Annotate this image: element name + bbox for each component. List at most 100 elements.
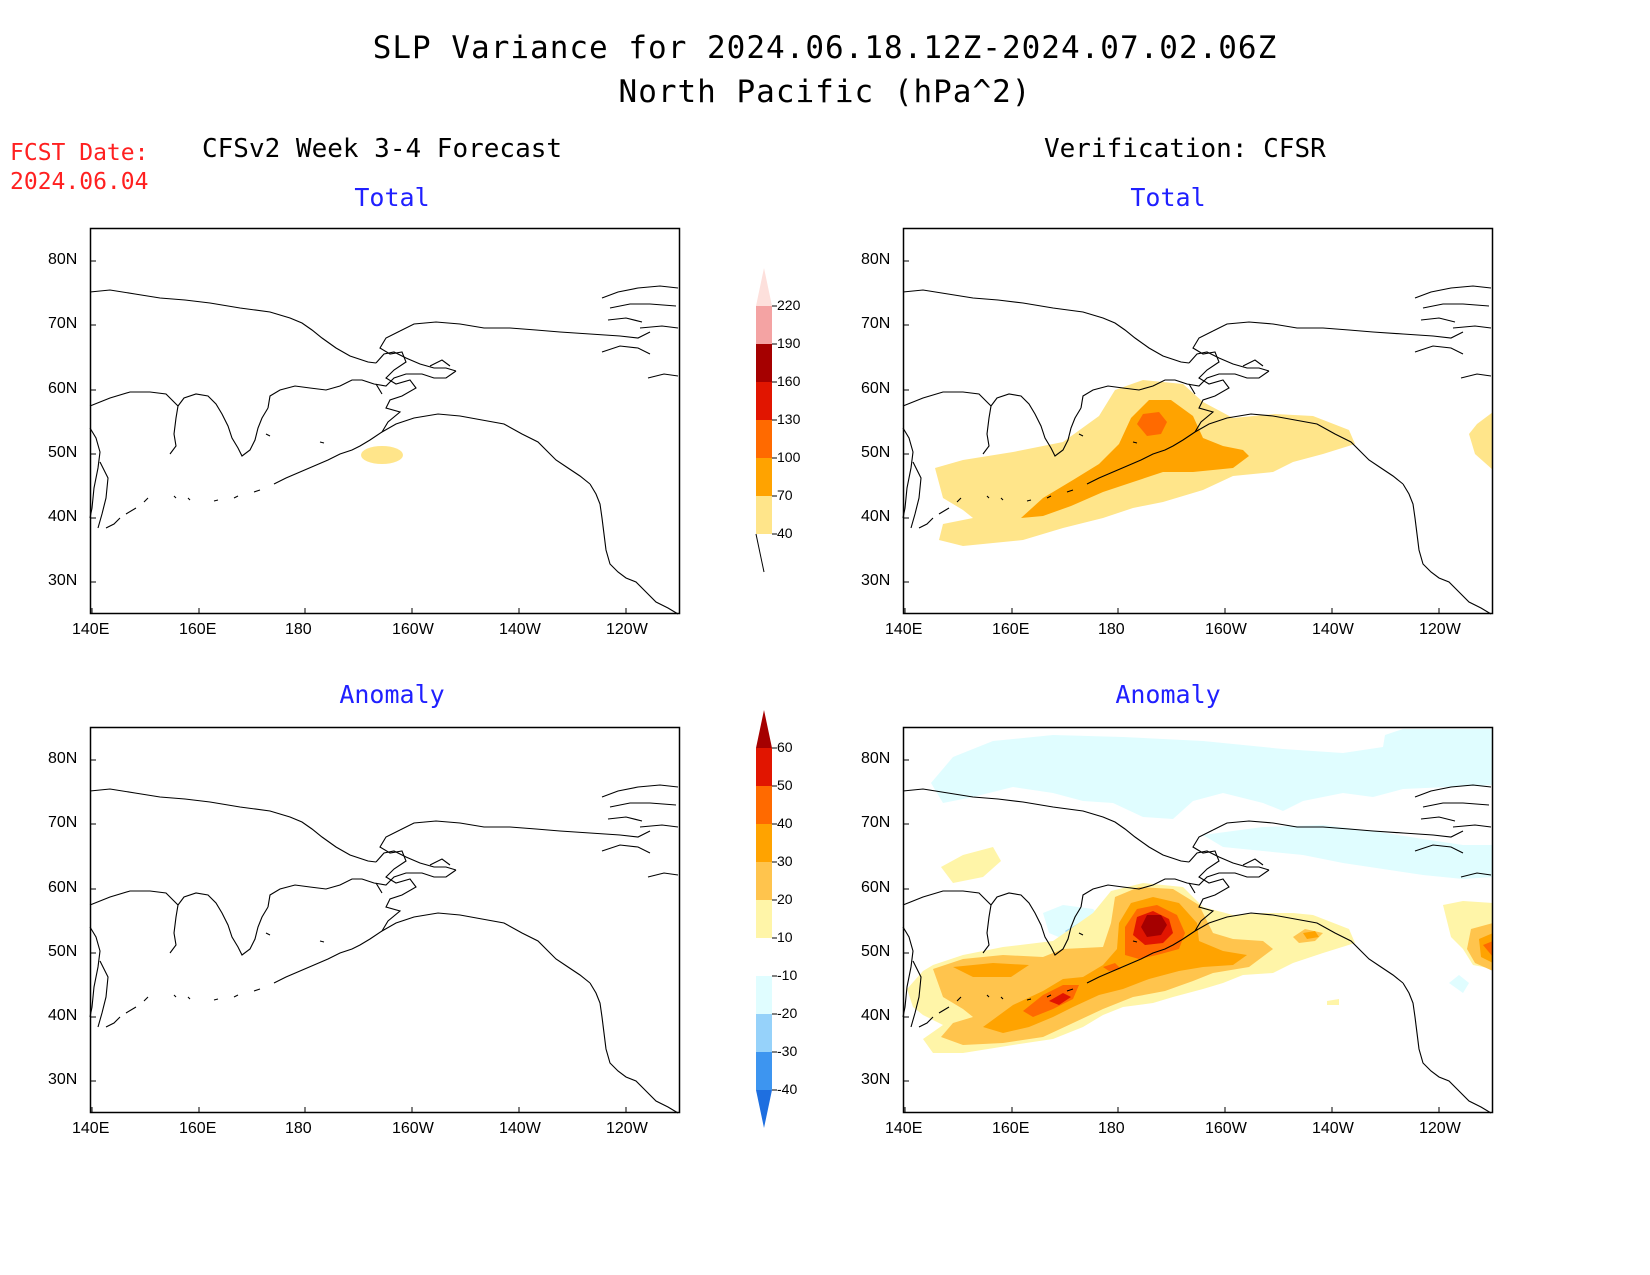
lat-tick-label: 60N — [48, 380, 78, 397]
colorbar-swatch — [756, 1014, 772, 1052]
colorbar-cap — [756, 710, 772, 748]
anomaly-colorbar-label: 20 — [777, 891, 793, 907]
lon-tick-label: 120W — [1419, 621, 1461, 638]
lat-tick-label: 50N — [48, 444, 78, 461]
anomaly-colorbar-label: -20 — [777, 1005, 798, 1021]
lat-tick-label: 40N — [861, 508, 891, 525]
colorbar-swatch — [756, 306, 772, 344]
lon-tick-label: 140W — [1312, 1120, 1354, 1137]
lat-tick-label: 40N — [48, 508, 78, 525]
lat-tick-label: 70N — [48, 814, 78, 831]
lat-tick-label: 30N — [861, 1071, 891, 1088]
lon-tick-label: 140E — [885, 621, 923, 638]
lon-tick-label: 160W — [392, 1120, 434, 1137]
colorbar-swatch — [756, 938, 772, 976]
lat-tick-label: 50N — [861, 943, 891, 960]
verification-total-label: Total — [1130, 183, 1206, 212]
lon-tick-label: 160E — [992, 1120, 1030, 1137]
total-colorbar-label: 70 — [777, 487, 793, 503]
lon-tick-label: 140E — [885, 1120, 923, 1137]
lon-tick-label: 140W — [1312, 621, 1354, 638]
lon-tick-label: 180 — [285, 621, 312, 638]
lon-tick-label: 180 — [285, 1120, 312, 1137]
total-colorbar-label: 220 — [777, 297, 801, 313]
main-title: SLP Variance for 2024.06.18.12Z-2024.07.… — [372, 30, 1278, 66]
lat-tick-label: 80N — [48, 251, 78, 268]
lon-tick-label: 140W — [499, 1120, 541, 1137]
colorbar-swatch — [756, 976, 772, 1014]
total-colorbar-label: 40 — [777, 525, 793, 541]
lon-tick-label: 120W — [606, 1120, 648, 1137]
shading-70-100 — [1021, 400, 1249, 518]
lon-tick-label: 160E — [179, 621, 217, 638]
anomaly-colorbar-label: 50 — [777, 777, 793, 793]
colorbar-swatch — [756, 862, 772, 900]
main-subtitle: North Pacific (hPa^2) — [618, 74, 1032, 110]
lat-tick-label: 80N — [48, 750, 78, 767]
verification-anomaly-map — [902, 726, 1494, 1114]
verification-column-title: Verification: CFSR — [1044, 134, 1326, 164]
colorbar-swatch — [756, 786, 772, 824]
anomaly-colorbar-label: 30 — [777, 853, 793, 869]
fcst-date-label: FCST Date: — [10, 140, 149, 166]
anomaly-colorbar — [756, 710, 777, 1128]
lat-tick-label: 40N — [861, 1007, 891, 1024]
lat-tick-label: 60N — [48, 879, 78, 896]
lon-tick-label: 120W — [1419, 1120, 1461, 1137]
colorbar-swatch — [756, 382, 772, 420]
lat-tick-label: 50N — [48, 943, 78, 960]
total-colorbar-label: 100 — [777, 449, 801, 465]
colorbar-tail — [755, 533, 765, 573]
lon-tick-label: 160W — [1205, 621, 1247, 638]
lon-tick-label: 180 — [1098, 621, 1125, 638]
lon-tick-label: 180 — [1098, 1120, 1125, 1137]
total-colorbar-label: 130 — [777, 411, 801, 427]
anomaly-colorbar-label: -40 — [777, 1081, 798, 1097]
anomaly-colorbar-label: 10 — [777, 929, 793, 945]
total-colorbar — [755, 268, 777, 573]
colorbar-swatch — [756, 900, 772, 938]
fcst-date-value: 2024.06.04 — [10, 169, 149, 195]
map-frame — [902, 227, 1494, 615]
colorbar-swatch — [756, 420, 772, 458]
lat-tick-label: 70N — [861, 814, 891, 831]
colorbar-swatch — [756, 1052, 772, 1090]
anomaly-colorbar-label: 60 — [777, 739, 793, 755]
lat-tick-label: 80N — [861, 750, 891, 767]
lat-tick-label: 30N — [861, 572, 891, 589]
map-frame — [89, 726, 681, 1114]
lat-tick-label: 70N — [861, 315, 891, 332]
verification-anomaly-label: Anomaly — [1115, 680, 1221, 709]
anomaly-colorbar-label: 40 — [777, 815, 793, 831]
lon-tick-label: 160E — [992, 621, 1030, 638]
map-frame — [902, 726, 1494, 1114]
forecast-anomaly-map — [89, 726, 681, 1114]
lon-tick-label: 140E — [72, 621, 110, 638]
lat-tick-label: 60N — [861, 380, 891, 397]
forecast-column-title: CFSv2 Week 3-4 Forecast — [202, 134, 563, 164]
colorbar-swatch — [756, 344, 772, 382]
forecast-total-label: Total — [354, 183, 430, 212]
lon-tick-label: 120W — [606, 621, 648, 638]
verification-total-map — [902, 227, 1494, 615]
anomaly-colorbar-label: -30 — [777, 1043, 798, 1059]
lon-tick-label: 160W — [1205, 1120, 1247, 1137]
lon-tick-label: 160E — [179, 1120, 217, 1137]
lat-tick-label: 70N — [48, 315, 78, 332]
anomaly-colorbar-label: -10 — [777, 967, 798, 983]
total-colorbar-label: 160 — [777, 373, 801, 389]
map-frame — [89, 227, 681, 615]
colorbar-swatch — [756, 824, 772, 862]
coastline — [89, 784, 679, 1114]
colorbar-swatch — [756, 496, 772, 534]
colorbar-swatch — [756, 458, 772, 496]
lat-tick-label: 30N — [48, 572, 78, 589]
shading-40-70 — [361, 446, 403, 464]
forecast-anomaly-label: Anomaly — [339, 680, 445, 709]
lon-tick-label: 140E — [72, 1120, 110, 1137]
lon-tick-label: 160W — [392, 621, 434, 638]
shading-above-60 — [1141, 915, 1167, 937]
lat-tick-label: 30N — [48, 1071, 78, 1088]
shading-100-130 — [1137, 412, 1167, 436]
lon-tick-label: 140W — [499, 621, 541, 638]
